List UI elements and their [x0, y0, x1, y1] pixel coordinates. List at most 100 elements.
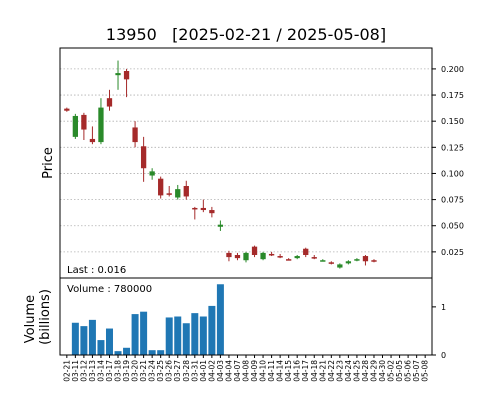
- volume-axis-label: Volume (billions): [23, 289, 53, 345]
- x-tick-label: 03-21: [139, 360, 148, 382]
- volume-bar: [216, 284, 224, 355]
- price-axis-label: Price: [41, 147, 56, 179]
- volume-y-ticks: 01: [432, 303, 446, 360]
- volume-bar: [182, 323, 190, 355]
- candle: [81, 112, 87, 140]
- candle: [243, 251, 249, 263]
- x-tick-label: 03-27: [173, 360, 182, 382]
- candle: [132, 121, 138, 148]
- x-tick-label: 04-18: [310, 360, 319, 382]
- candle-body: [158, 178, 164, 196]
- candle-body: [115, 73, 121, 76]
- price-y-ticks: 0.025 0.050 0.075 0.100 0.125 0.150 0.175 0.200: [432, 65, 464, 257]
- price-tick-label: 0.025: [441, 248, 464, 257]
- volume-bar: [88, 319, 96, 355]
- candle: [158, 176, 164, 199]
- x-axis-ticks: 02-21 03-11 03-12 03-13 03-14 03-17 03-18 03-19…: [62, 355, 430, 382]
- candle: [354, 258, 360, 262]
- candle: [345, 260, 352, 265]
- volume-bar: [148, 350, 156, 355]
- candle-body: [311, 257, 317, 259]
- last-price-annotation: Last : 0.016: [67, 265, 126, 276]
- volume-bar: [71, 322, 79, 355]
- x-tick-label: 04-28: [361, 360, 370, 382]
- candle: [303, 247, 309, 258]
- candle: [98, 98, 104, 145]
- price-candles: [64, 60, 377, 269]
- candle: [337, 263, 343, 269]
- candle-body: [234, 255, 241, 259]
- x-tick-label: 04-22: [327, 360, 336, 382]
- x-tick-label: 03-19: [122, 360, 131, 382]
- candle-body: [277, 256, 283, 258]
- candle-body: [132, 127, 138, 143]
- candle: [123, 68, 130, 98]
- candle: [234, 252, 241, 261]
- x-tick-label: 04-17: [301, 360, 310, 382]
- candle-body: [362, 256, 369, 262]
- candle: [371, 259, 377, 263]
- x-tick-label: 04-15: [284, 360, 293, 382]
- x-tick-label: 03-28: [182, 360, 191, 382]
- volume-bar: [131, 314, 139, 355]
- candle: [320, 259, 326, 262]
- candle-body: [226, 252, 232, 258]
- candle-body: [200, 207, 206, 211]
- candle: [311, 255, 317, 260]
- candle: [166, 186, 172, 197]
- x-tick-label: 04-09: [250, 360, 259, 382]
- x-tick-label: 03-24: [148, 360, 157, 382]
- x-tick-label: 03-17: [105, 360, 114, 382]
- candle-body: [81, 114, 87, 130]
- candle-body: [64, 108, 70, 111]
- candle-body: [286, 259, 292, 261]
- candle-body: [217, 224, 224, 227]
- candle: [226, 250, 232, 262]
- candle: [89, 126, 96, 145]
- candle-body: [192, 207, 198, 210]
- x-tick-label: 04-24: [344, 360, 353, 382]
- candle: [294, 255, 300, 260]
- x-tick-label: 04-14: [276, 360, 285, 382]
- x-tick-label: 05-07: [412, 360, 421, 382]
- price-tick-label: 0.100: [441, 169, 464, 178]
- candle: [149, 168, 155, 180]
- candle: [268, 251, 275, 257]
- volume-bar: [208, 305, 216, 355]
- candle: [106, 89, 113, 111]
- candle: [328, 261, 334, 265]
- price-tick-label: 0.125: [441, 143, 464, 152]
- candle-body: [260, 252, 266, 260]
- x-tick-label: 03-11: [71, 360, 80, 382]
- x-tick-label: 04-04: [224, 360, 233, 382]
- candle: [362, 255, 369, 266]
- price-tick-label: 0.175: [441, 91, 464, 100]
- x-tick-label: 03-18: [114, 360, 123, 382]
- candle-body: [149, 171, 155, 176]
- candle-body: [371, 260, 377, 262]
- price-gridlines: [60, 68, 432, 253]
- x-tick-label: 05-08: [421, 360, 430, 382]
- x-tick-label: 03-26: [165, 360, 174, 382]
- volume-tick-label: 0: [441, 351, 446, 360]
- candle: [286, 258, 292, 261]
- candle-body: [209, 210, 215, 214]
- x-tick-label: 03-13: [88, 360, 97, 382]
- candle: [192, 206, 198, 220]
- price-tick-label: 0.075: [441, 196, 464, 205]
- x-tick-label: 04-30: [378, 360, 387, 382]
- volume-bar: [140, 311, 148, 355]
- volume-bar: [105, 328, 113, 355]
- candle-body: [345, 261, 352, 264]
- candle-body: [106, 98, 113, 107]
- candle-body: [320, 260, 326, 262]
- candle-body: [166, 193, 172, 195]
- candle-body: [243, 252, 249, 261]
- x-tick-label: 04-11: [267, 360, 276, 382]
- volume-bars: [71, 284, 224, 355]
- volume-bar: [80, 326, 88, 355]
- candle: [209, 206, 215, 218]
- candle: [217, 220, 224, 231]
- x-tick-label: 03-25: [156, 360, 165, 382]
